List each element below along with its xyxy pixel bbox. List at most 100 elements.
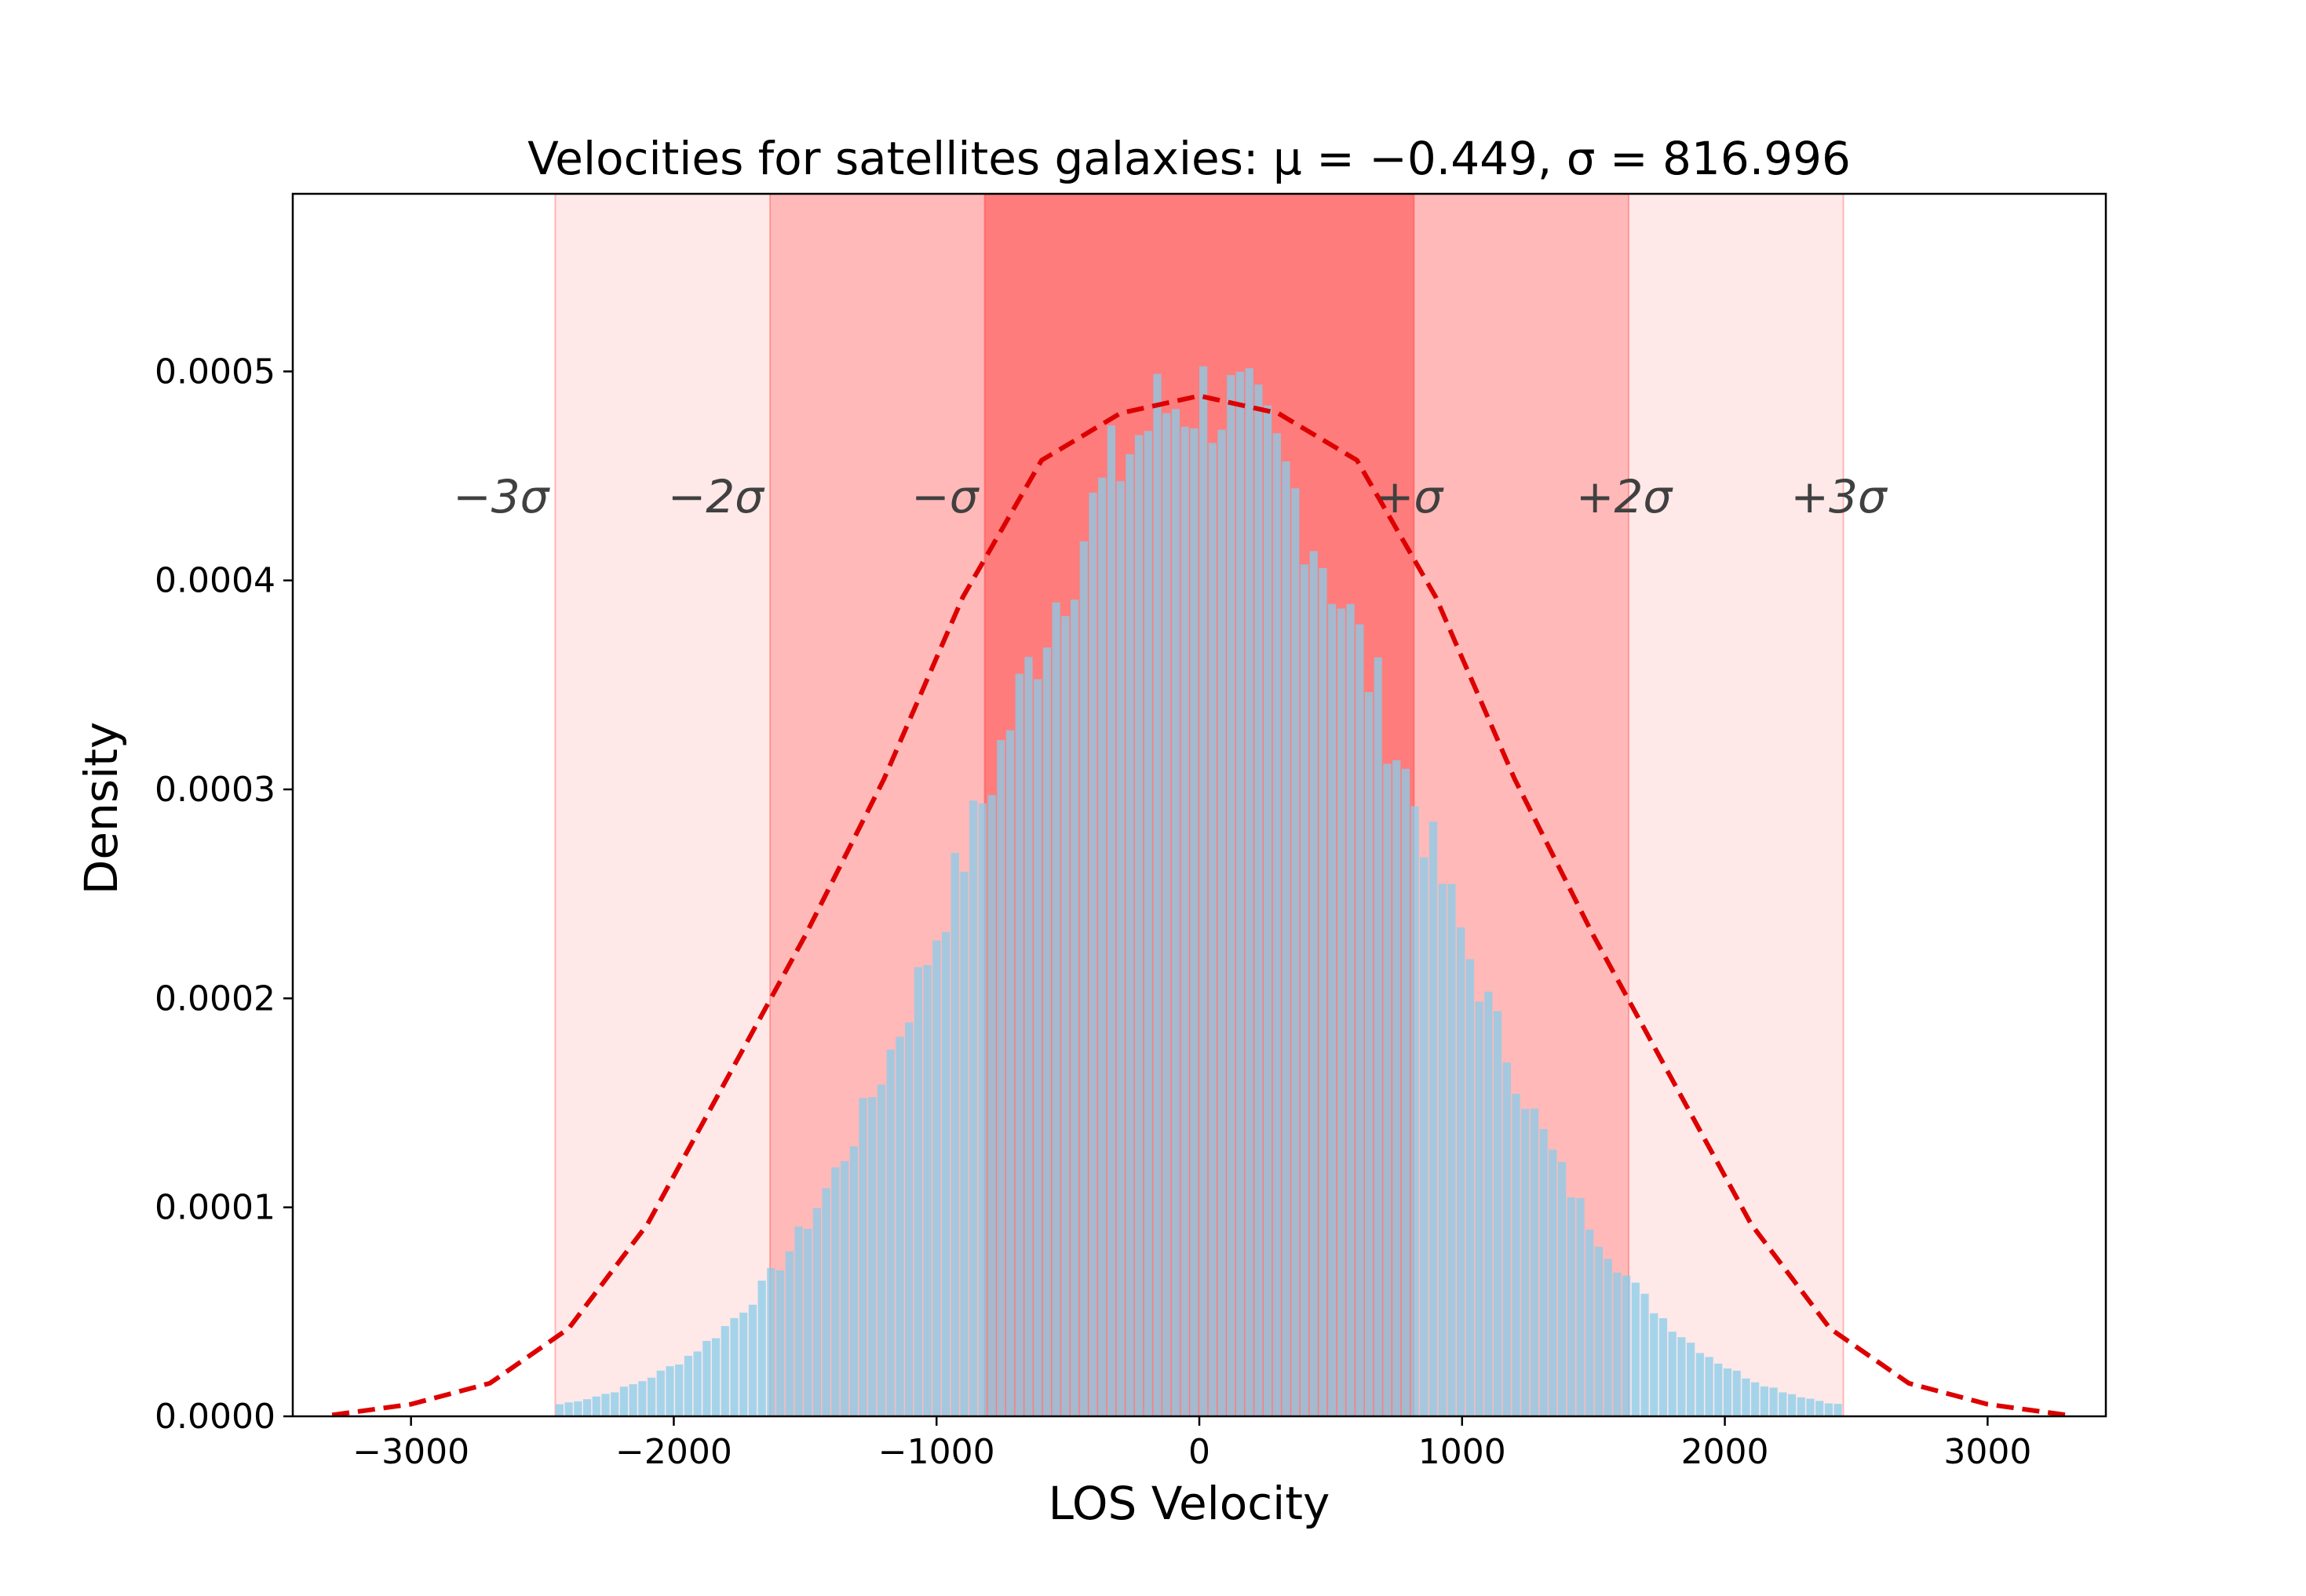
histogram-bar xyxy=(1235,371,1245,1416)
histogram-bar xyxy=(1576,1197,1585,1416)
histogram-bar xyxy=(1705,1357,1713,1416)
histogram-bar xyxy=(859,1098,867,1416)
histogram-bar xyxy=(905,1022,914,1416)
y-tick-label: 0.0000 xyxy=(155,1397,275,1437)
histogram-bar xyxy=(1282,461,1290,1416)
y-tick-label: 0.0004 xyxy=(155,561,275,601)
histogram-bar xyxy=(997,740,1005,1416)
x-tick-label: 1000 xyxy=(1418,1432,1506,1472)
histogram-bar xyxy=(721,1325,729,1416)
histogram-bar xyxy=(592,1396,600,1416)
histogram-bar xyxy=(1337,608,1345,1417)
histogram-bar xyxy=(1199,366,1208,1416)
x-axis-label: LOS Velocity xyxy=(1049,1477,1330,1530)
x-tick-label: −1000 xyxy=(878,1432,995,1472)
histogram-bar xyxy=(1264,405,1272,1417)
histogram-bar xyxy=(1833,1404,1842,1416)
histogram-bar xyxy=(1567,1197,1575,1416)
sigma-label-left-1: −σ xyxy=(911,470,980,523)
histogram-bar xyxy=(1521,1109,1530,1416)
histogram-bar xyxy=(1549,1150,1557,1416)
histogram-bar xyxy=(767,1267,775,1416)
histogram-bar xyxy=(1079,541,1088,1417)
histogram-bar xyxy=(1383,763,1392,1416)
histogram-bar xyxy=(1695,1353,1704,1416)
sigma-label-right-3: +3σ xyxy=(1790,470,1888,523)
histogram-bar xyxy=(693,1351,702,1416)
histogram-bar xyxy=(1005,730,1015,1416)
sigma-label-right-1: +σ xyxy=(1376,470,1445,523)
histogram-bar xyxy=(1300,564,1309,1416)
histogram-bar xyxy=(574,1401,582,1416)
histogram-bar xyxy=(702,1340,711,1416)
histogram-bar xyxy=(1015,673,1023,1416)
histogram-bar xyxy=(1797,1397,1805,1416)
histogram-bar xyxy=(1465,959,1475,1416)
histogram-bar xyxy=(1438,884,1447,1416)
histogram-bar xyxy=(1134,435,1144,1416)
histogram-bar xyxy=(666,1366,674,1416)
histogram-bar xyxy=(804,1229,812,1416)
x-axis-ticks: −3000 −2000 −1000 0 1000 2000 3000 xyxy=(352,1416,2031,1472)
chart-title: Velocities for satellites galaxies: μ = … xyxy=(527,132,1851,185)
histogram-bar xyxy=(1742,1378,1750,1416)
histogram-bar xyxy=(1374,657,1382,1416)
histogram-bar xyxy=(1098,477,1107,1416)
histogram-bars xyxy=(555,366,1842,1417)
histogram-bar xyxy=(831,1167,840,1416)
histogram-bar xyxy=(1640,1293,1649,1416)
histogram-bar xyxy=(941,931,950,1416)
histogram-bar xyxy=(1493,1011,1502,1416)
histogram-bar xyxy=(877,1084,886,1416)
histogram-bar xyxy=(1356,624,1364,1416)
x-tick-label: −3000 xyxy=(352,1432,469,1472)
histogram-bar xyxy=(978,803,987,1416)
x-tick-label: 0 xyxy=(1188,1432,1210,1472)
histogram-bar xyxy=(730,1317,739,1416)
histogram-bar xyxy=(1447,884,1456,1416)
histogram-bar xyxy=(1769,1387,1778,1416)
y-tick-label: 0.0002 xyxy=(155,978,275,1018)
histogram-bar xyxy=(1319,567,1327,1416)
histogram-bar xyxy=(896,1037,904,1416)
histogram-bar xyxy=(1309,551,1318,1416)
histogram-bar xyxy=(1052,602,1060,1417)
histogram-bar xyxy=(1806,1398,1815,1416)
histogram-bar xyxy=(619,1386,629,1416)
histogram-bar xyxy=(675,1364,684,1416)
histogram-bar xyxy=(785,1251,794,1416)
histogram-bar xyxy=(1457,927,1465,1416)
histogram-bar xyxy=(1760,1386,1768,1416)
histogram-bar xyxy=(1116,481,1125,1417)
histogram-bar xyxy=(1420,857,1428,1416)
y-tick-label: 0.0001 xyxy=(155,1188,275,1228)
y-axis-label: Density xyxy=(75,722,128,895)
histogram-bar xyxy=(1227,375,1235,1417)
histogram-bar xyxy=(1107,425,1116,1416)
histogram-bar xyxy=(582,1399,592,1416)
histogram-bar xyxy=(1042,647,1052,1416)
histogram-bar xyxy=(1631,1282,1640,1416)
histogram-bar xyxy=(1144,431,1152,1416)
histogram-bar xyxy=(1245,368,1253,1416)
histogram-bar xyxy=(1824,1403,1833,1416)
histogram-bar xyxy=(711,1338,721,1416)
x-tick-label: 2000 xyxy=(1681,1432,1769,1472)
histogram-bar xyxy=(914,967,922,1416)
histogram-bar xyxy=(739,1312,748,1416)
histogram-bar xyxy=(564,1402,573,1416)
histogram-bar xyxy=(923,964,932,1416)
histogram-bar xyxy=(822,1188,830,1416)
histogram-bar xyxy=(1677,1337,1686,1416)
histogram-bar xyxy=(1089,492,1097,1417)
x-tick-label: −2000 xyxy=(615,1432,732,1472)
histogram-bar xyxy=(1475,1001,1483,1416)
histogram-bar xyxy=(757,1281,766,1416)
histogram-bar xyxy=(1061,616,1070,1416)
chart-title-main: Velocities for satellites galaxies xyxy=(527,132,1243,185)
histogram-bar xyxy=(841,1161,849,1416)
histogram-bar xyxy=(1401,768,1410,1416)
histogram-bar xyxy=(1622,1275,1631,1416)
histogram-bar xyxy=(1153,373,1162,1416)
